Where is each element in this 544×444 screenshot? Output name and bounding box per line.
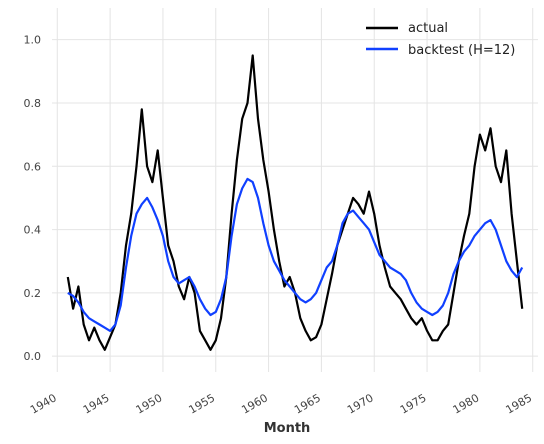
legend: actual backtest (H=12) — [366, 21, 515, 58]
grid-lines — [52, 8, 538, 372]
y-tick-label: 0.6 — [24, 160, 42, 173]
x-tick-label: 1975 — [398, 391, 429, 416]
series-line-actual — [66, 54, 524, 351]
legend-label-backtest: backtest (H=12) — [408, 43, 515, 58]
x-tick-label: 1940 — [28, 391, 59, 416]
x-tick-label: 1945 — [81, 391, 112, 416]
y-tick-label: 1.0 — [24, 34, 42, 47]
series-line-backtest — [67, 177, 524, 332]
x-tick-label: 1960 — [239, 391, 270, 416]
x-axis-tick-labels: 1940 1945 1950 1955 1960 1965 1970 1975 1980 1985 — [28, 391, 534, 416]
y-tick-label: 0.2 — [24, 287, 42, 300]
x-axis-title: Month — [264, 421, 311, 436]
y-tick-label: 0.4 — [24, 224, 42, 237]
x-tick-label: 1965 — [292, 391, 323, 416]
series-lines — [66, 54, 524, 351]
x-tick-label: 1970 — [345, 391, 376, 416]
x-tick-label: 1950 — [134, 391, 165, 416]
y-axis-tick-labels: 0.0 0.2 0.4 0.6 0.8 1.0 — [24, 34, 42, 364]
x-tick-label: 1985 — [503, 391, 534, 416]
x-tick-label: 1980 — [451, 391, 482, 416]
x-tick-label: 1955 — [187, 391, 218, 416]
legend-label-actual: actual — [408, 21, 448, 36]
y-tick-label: 0.0 — [24, 350, 42, 363]
y-tick-label: 0.8 — [24, 97, 42, 110]
